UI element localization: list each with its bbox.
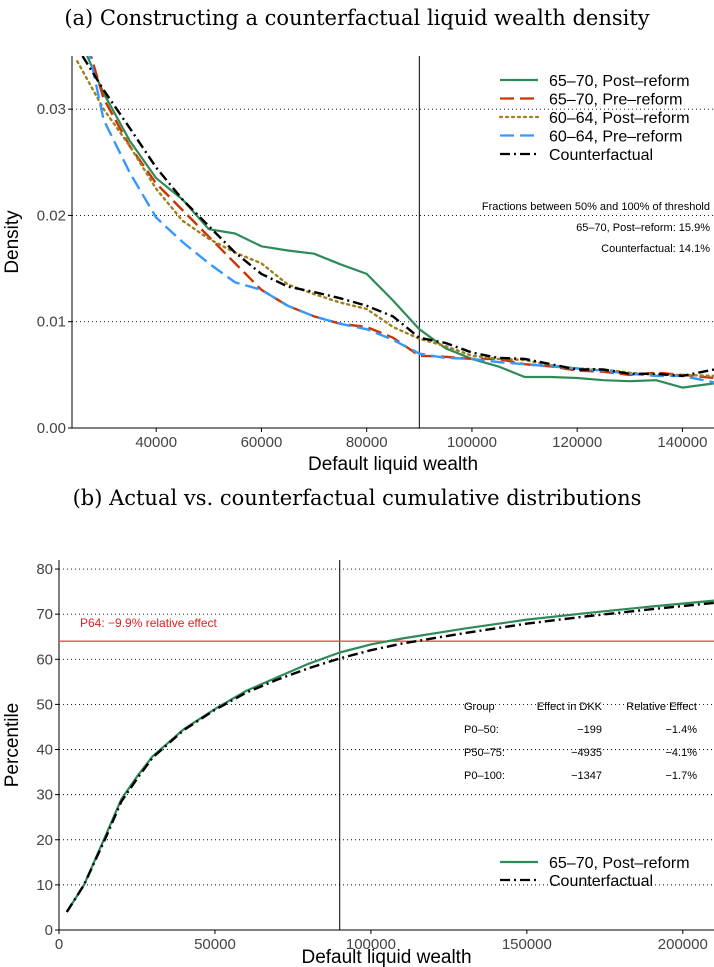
table-header: Effect in DKK — [537, 701, 603, 713]
x-axis-label: Default liquid wealth — [301, 947, 471, 967]
table-cell: P0–100: — [464, 770, 505, 782]
series-group — [76, 56, 714, 389]
x-tick-label: 80000 — [346, 434, 388, 451]
table-cell: P0–50: — [464, 724, 499, 736]
series-group — [65, 599, 714, 913]
table-cell: −199 — [577, 724, 602, 736]
legend-label: 65–70, Pre–reform — [549, 92, 682, 109]
y-tick-label: 30 — [36, 787, 53, 804]
y-tick-label: 0 — [45, 922, 53, 939]
table-header: Group — [464, 701, 495, 713]
x-tick-label: 120000 — [552, 434, 602, 451]
y-tick-label: 0.00 — [37, 420, 66, 437]
annotation-text: Counterfactual: 14.1% — [601, 243, 710, 255]
y-axis-label: Percentile — [2, 703, 23, 788]
x-tick-label: 0 — [55, 936, 63, 953]
x-tick-label: 200000 — [658, 936, 708, 953]
legend-label: Counterfactual — [549, 147, 653, 164]
x-tick-label: 150000 — [502, 936, 552, 953]
y-tick-label: 10 — [36, 877, 53, 894]
p64-label: P64: −9.9% relative effect — [80, 616, 218, 630]
table-cell: −1347 — [571, 770, 602, 782]
annotation-text: Fractions between 50% and 100% of thresh… — [482, 201, 710, 213]
x-tick-label: 140000 — [657, 434, 707, 451]
x-tick-label: 50000 — [194, 936, 236, 953]
chart-b-title: (b) Actual vs. counterfactual cumulative… — [72, 486, 642, 510]
table-cell: −1.7% — [666, 770, 698, 782]
y-axis-label: Density — [2, 210, 23, 274]
x-tick-label: 60000 — [241, 434, 283, 451]
table-cell: −4935 — [571, 747, 602, 759]
table-cell: −4.1% — [666, 747, 698, 759]
y-tick-label: 60 — [36, 651, 53, 668]
x-tick-label: 100000 — [447, 434, 497, 451]
effects-table: Group Effect in DKK Relative Effect P0–50: −… — [464, 701, 697, 782]
chart-a-title: (a) Constructing a counterfactual liquid… — [64, 6, 650, 30]
legend-label: Counterfactual — [549, 873, 653, 890]
series-line — [76, 60, 714, 378]
legend-label: 60–64, Post–reform — [549, 110, 690, 127]
chart-a: 0.00 0.01 0.02 0.03 40000 60000 80000 100000 120… — [2, 56, 714, 475]
y-tick-label: 40 — [36, 742, 53, 759]
y-tick-label: 20 — [36, 832, 53, 849]
y-tick-label: 50 — [36, 696, 53, 713]
legend-label: 65–70, Post–reform — [549, 855, 690, 872]
y-tick-label: 80 — [36, 561, 53, 578]
series-line — [81, 56, 714, 378]
x-tick-label: 40000 — [135, 434, 177, 451]
legend-label: 65–70, Post–reform — [549, 73, 690, 90]
table-cell: −1.4% — [666, 724, 698, 736]
series-line — [65, 601, 714, 913]
y-tick-label: 0.03 — [37, 101, 66, 118]
y-tick-label: 0.02 — [37, 207, 66, 224]
table-header: Relative Effect — [626, 701, 697, 713]
table-cell: P50–75: — [464, 747, 505, 759]
series-line — [65, 599, 714, 913]
y-tick-label: 70 — [36, 606, 53, 623]
x-tick-label: 100000 — [346, 936, 396, 953]
x-axis-label: Default liquid wealth — [308, 454, 478, 475]
annotation-text: 65–70, Post–reform: 15.9% — [576, 222, 710, 234]
legend-label: 60–64, Pre–reform — [549, 129, 682, 146]
y-tick-label: 0.01 — [37, 314, 66, 331]
chart-b: 0 10 20 30 40 50 60 70 80 0 50000 100000 150000 20000… — [2, 560, 714, 967]
